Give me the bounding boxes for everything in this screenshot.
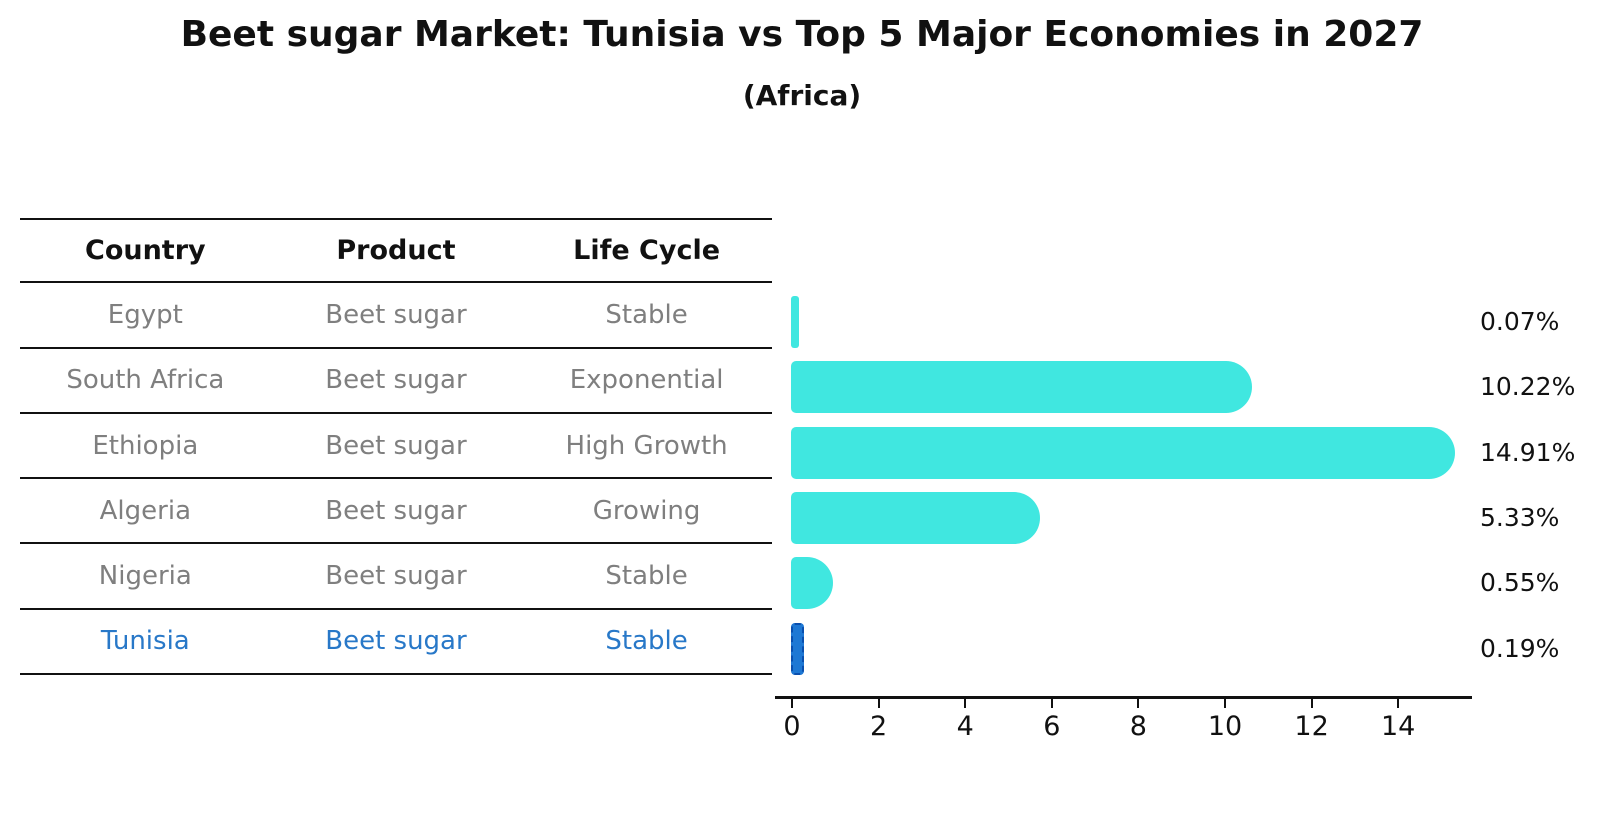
cell-product: Beet sugar [325,495,467,526]
cell-country: Ethiopia [92,430,199,461]
table-row: Algeria Beet sugar Growing [20,479,772,545]
x-axis-tick-label: 6 [1043,711,1061,742]
bar-tunisia [791,622,805,675]
cell-product: Beet sugar [325,299,467,330]
x-axis-line [775,696,1472,699]
x-axis-tick [877,699,880,708]
x-axis-tick-label: 4 [956,711,974,742]
cell-product: Beet sugar [325,626,467,657]
bar-ethiopia [791,426,1455,479]
x-axis-tick-label: 0 [783,711,801,742]
bar-plot: 0.07% 10.22% 14.91% 5.33% 0.55% 0.19% 0 … [775,283,1604,743]
market-table: Country Product Life Cycle Egypt Beet su… [20,218,772,676]
x-axis-tick [1050,699,1053,708]
header-country: Country [85,235,206,267]
x-axis-tick [791,699,793,708]
header-life-cycle: Life Cycle [573,235,721,267]
table-row: Ethiopia Beet sugar High Growth [20,414,772,480]
chart-title: Beet sugar Market: Tunisia vs Top 5 Majo… [180,14,1424,55]
cell-life-cycle: Exponential [569,365,724,396]
value-label: 10.22% [1480,372,1576,402]
cell-product: Beet sugar [325,430,467,461]
x-axis-tick-label: 12 [1294,711,1329,742]
table-row: Egypt Beet sugar Stable [20,283,772,349]
header-product: Product [336,235,456,267]
value-label: 0.55% [1480,568,1560,598]
x-axis-tick [964,699,967,708]
cell-country: South Africa [66,365,225,396]
cell-country: Algeria [99,495,191,526]
cell-country: Nigeria [98,561,192,592]
value-label: 0.19% [1480,633,1560,663]
cell-product: Beet sugar [325,365,467,396]
table-row-tunisia: Tunisia Beet sugar Stable [20,610,772,676]
cell-life-cycle: Stable [605,299,688,330]
bar-nigeria [791,557,833,610]
x-axis-tick-label: 2 [870,711,888,742]
chart-subtitle: (Africa) [742,79,862,112]
value-label: 14.91% [1480,437,1576,467]
cell-life-cycle: Stable [605,626,688,657]
cell-country: Egypt [107,299,183,330]
bar-egypt [791,296,800,348]
cell-country: Tunisia [100,626,190,657]
x-axis-tick [1310,699,1313,708]
cell-life-cycle: Growing [592,495,701,526]
table-header-row: Country Product Life Cycle [20,218,772,284]
table-row: South Africa Beet sugar Exponential [20,349,772,414]
x-axis-tick [1397,699,1400,708]
cell-life-cycle: Stable [605,561,688,592]
cell-life-cycle: High Growth [565,430,728,461]
x-axis-tick-label: 14 [1381,711,1416,742]
x-axis-tick [1137,699,1140,708]
bar-south-africa [791,361,1252,414]
cell-product: Beet sugar [325,561,467,592]
value-label: 5.33% [1480,502,1560,532]
x-axis-tick [1224,699,1226,708]
value-label: 0.07% [1480,307,1560,336]
x-axis-tick-label: 10 [1207,711,1243,742]
bar-algeria [791,491,1040,544]
x-axis-tick-label: 8 [1129,711,1147,742]
table-row: Nigeria Beet sugar Stable [20,544,772,610]
